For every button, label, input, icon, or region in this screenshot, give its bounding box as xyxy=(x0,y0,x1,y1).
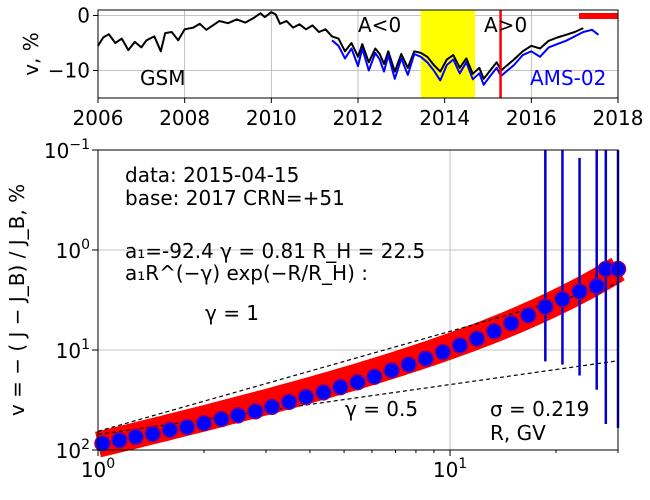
top-series xyxy=(97,10,600,98)
gamma-1-label: γ = 1 xyxy=(205,301,259,325)
top-panel: 2006 2008 2010 2012 2014 2016 2018 0 −10 v, % GS… xyxy=(19,4,643,131)
data-point xyxy=(111,432,128,449)
data-point xyxy=(161,421,179,439)
data-point xyxy=(537,298,554,316)
gsm-label: GSM xyxy=(140,66,185,90)
top-y-axis-label: v, % xyxy=(19,32,43,76)
top-y-tick-label: −10 xyxy=(48,59,90,83)
data-point xyxy=(417,350,434,367)
data-point xyxy=(144,425,161,443)
top-y-tick-label: 0 xyxy=(77,4,90,28)
data-point xyxy=(434,343,452,361)
bottom-y-tick-label: 102 xyxy=(56,437,90,463)
base-text: base: 2017 CRN=+51 xyxy=(125,186,345,210)
red-period-bar xyxy=(579,13,618,19)
series-line-gsm xyxy=(97,11,584,80)
data-point xyxy=(468,330,486,347)
data-point xyxy=(229,407,247,424)
data-point xyxy=(315,384,332,401)
top-x-tick-label: 2008 xyxy=(159,106,210,130)
sigma-label: σ = 0.219 xyxy=(490,397,589,421)
bottom-panel: 100 101 10−1 100 101 102 v = − ( J − J_B) / J… xyxy=(5,137,627,482)
bottom-y-axis-label: v = − ( J − J_B) / J_B, % xyxy=(5,184,29,416)
a-negative-label: A<0 xyxy=(358,13,401,37)
data-point xyxy=(195,414,213,432)
top-x-tick-label: 2014 xyxy=(419,106,470,130)
data-point xyxy=(485,323,503,340)
bottom-frame xyxy=(97,149,619,451)
data-date-text: data: 2015-04-15 xyxy=(125,163,299,187)
series-line-ams-02 xyxy=(331,28,600,86)
data-point xyxy=(280,393,298,411)
polarity-transition-span xyxy=(420,10,475,98)
top-highlights xyxy=(420,10,618,98)
top-x-tick-label: 2006 xyxy=(73,106,124,130)
ams-label: AMS-02 xyxy=(530,66,606,90)
a-positive-label: A>0 xyxy=(484,13,527,37)
data-point xyxy=(127,428,144,446)
top-x-tick-label: 2010 xyxy=(246,106,297,130)
bottom-x-tick-label: 101 xyxy=(433,456,467,482)
data-point xyxy=(400,356,417,373)
data-point xyxy=(349,373,366,391)
bottom-y-tick-label: 10−1 xyxy=(44,137,90,163)
data-point xyxy=(588,277,605,295)
data-point xyxy=(383,362,400,379)
top-x-tick-label: 2016 xyxy=(506,106,557,130)
data-point xyxy=(451,337,469,354)
bottom-x-tick-label: 100 xyxy=(81,456,115,482)
fit-params-text: a₁=-92.4 γ = 0.81 R_H = 22.5 xyxy=(125,239,425,263)
data-points xyxy=(94,260,627,452)
data-point xyxy=(178,418,196,436)
data-point xyxy=(332,378,349,396)
data-point xyxy=(297,388,315,406)
top-x-tick-label: 2012 xyxy=(333,106,384,130)
bottom-y-tick-label: 100 xyxy=(56,237,90,263)
top-x-tick-label: 2018 xyxy=(593,106,644,130)
top-ticks: 2006 2008 2010 2012 2014 2016 2018 0 −10 xyxy=(48,4,644,131)
fit-formula-text: a₁R^(−γ) exp(−R/R_H) : xyxy=(125,261,368,285)
data-point xyxy=(502,314,520,332)
data-point xyxy=(247,403,264,420)
bottom-ticks: 100 101 10−1 100 101 102 xyxy=(44,137,619,482)
data-point xyxy=(213,410,230,428)
gamma-05-label: γ = 0.5 xyxy=(345,397,418,421)
data-point xyxy=(366,368,383,385)
data-point xyxy=(94,435,111,452)
data-point xyxy=(520,307,537,324)
data-point xyxy=(571,283,588,300)
x-axis-label: R, GV xyxy=(490,421,546,445)
data-point xyxy=(263,398,281,416)
bottom-y-tick-label: 101 xyxy=(56,337,90,363)
data-point xyxy=(554,290,571,308)
